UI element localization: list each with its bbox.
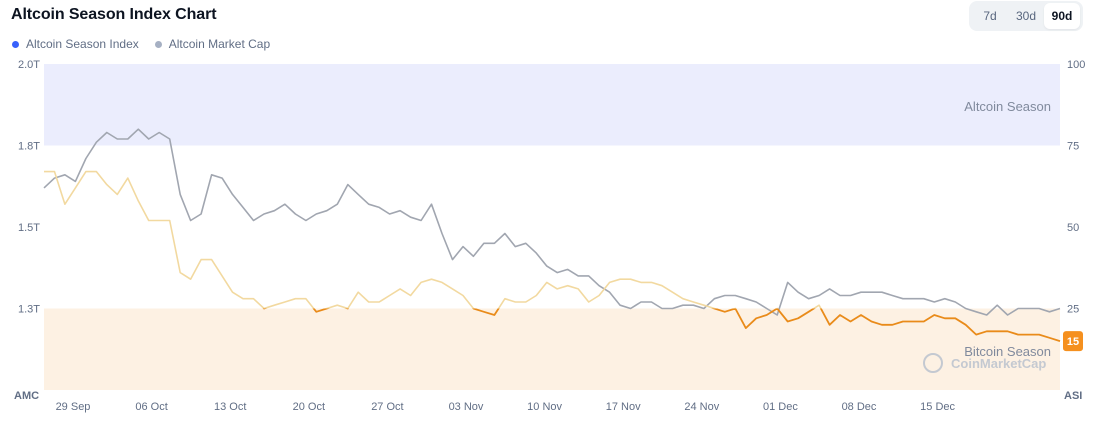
coinmarketcap-watermark: CoinMarketCap xyxy=(923,353,1046,373)
right-tick-label: 50 xyxy=(1067,222,1079,234)
x-tick-label: 08 Dec xyxy=(842,401,877,413)
x-tick-label: 06 Oct xyxy=(135,401,167,413)
legend-label-asi: Altcoin Season Index xyxy=(26,37,139,51)
right-tick-label: 75 xyxy=(1067,141,1079,153)
range-7d-button[interactable]: 7d xyxy=(983,9,997,23)
legend-label-amc: Altcoin Market Cap xyxy=(168,37,271,51)
left-tick-label: 2.0T xyxy=(18,59,40,71)
current-asi-badge-bg xyxy=(1063,331,1083,352)
x-tick-label: 27 Oct xyxy=(371,401,403,413)
right-tick-label: 25 xyxy=(1067,304,1079,316)
legend-item-amc[interactable]: Altcoin Market Cap xyxy=(154,37,271,51)
left-axis-name: AMC xyxy=(14,390,39,402)
x-tick-label: 15 Dec xyxy=(920,401,955,413)
x-tick-label: 29 Sep xyxy=(56,401,91,413)
asi-series-line-lower xyxy=(262,308,1061,342)
legend-dot-amc-icon xyxy=(154,40,162,48)
altcoin-season-label: Altcoin Season xyxy=(964,99,1051,114)
legend: Altcoin Season Index Altcoin Market Cap xyxy=(12,37,270,51)
x-tick-label: 17 Nov xyxy=(606,401,641,413)
left-tick-label: 1.5T xyxy=(18,222,40,234)
current-asi-badge: 15 xyxy=(1063,331,1083,352)
range-30d-button[interactable]: 30d xyxy=(1015,9,1037,23)
x-tick-label: 03 Nov xyxy=(449,401,484,413)
range-90d-button[interactable]: 90d xyxy=(1044,3,1080,29)
amc-series-line xyxy=(43,128,1061,316)
right-axis-name: ASI xyxy=(1064,390,1082,402)
legend-dot-asi-icon xyxy=(12,40,19,48)
x-tick-label: 10 Nov xyxy=(527,401,562,413)
watermark-text: CoinMarketCap xyxy=(951,356,1046,371)
coinmarketcap-logo-icon xyxy=(923,353,943,373)
altcoin-season-zone xyxy=(44,64,1060,146)
asi-series-line-upper xyxy=(44,170,822,309)
right-tick-label: 100 xyxy=(1067,59,1085,71)
current-asi-value: 15 xyxy=(1067,336,1079,348)
x-tick-label: 24 Nov xyxy=(684,401,719,413)
legend-item-asi[interactable]: Altcoin Season Index xyxy=(12,37,139,51)
x-tick-label: 01 Dec xyxy=(763,401,798,413)
chart-title: Altcoin Season Index Chart xyxy=(11,6,217,23)
x-tick-label: 13 Oct xyxy=(214,401,246,413)
bitcoin-season-label: Bitcoin Season xyxy=(964,344,1051,359)
time-range-selector: 7d 30d 90d xyxy=(969,1,1083,31)
left-tick-label: 1.3T xyxy=(18,304,40,316)
bitcoin-season-zone xyxy=(44,308,1060,390)
left-tick-label: 1.8T xyxy=(18,141,40,153)
x-tick-label: 20 Oct xyxy=(293,401,325,413)
